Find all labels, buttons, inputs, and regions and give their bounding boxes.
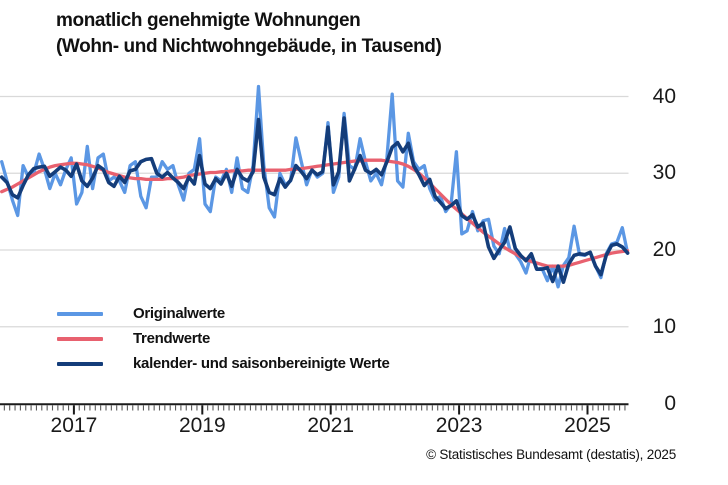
legend-item-originalwerte: Originalwerte [57,301,390,326]
x-axis-label-2019: 2019 [178,414,226,437]
chart-title: monatlich genehmigte Wohnungen (Wohn- un… [56,8,442,60]
x-axis-label-2021: 2021 [307,414,355,437]
legend-label-trendwerte: Trendwerte [133,330,211,347]
x-axis-ticks [3,405,626,415]
legend-item-saisonbereinigt: kalender- und saisonbereinigte Werte [57,351,390,376]
legend-swatch-saisonbereinigt-icon [57,361,103,366]
y-axis-label-10: 10 [652,314,676,338]
y-axis-label-0: 0 [664,391,676,415]
legend: Originalwerte Trendwerte kalender- und s… [57,301,390,376]
legend-item-trendwerte: Trendwerte [57,326,390,351]
y-axis-label-20: 20 [652,238,676,261]
legend-swatch-trendwerte-icon [57,336,103,341]
legend-label-saisonbereinigt: kalender- und saisonbereinigte Werte [133,355,390,372]
legend-swatch-originalwerte-icon [57,311,103,316]
x-axis-label-2023: 2023 [435,414,483,437]
series-line-saisonbereinigt [0,116,630,285]
y-axis-label-30: 30 [652,161,676,185]
y-axis-label-40: 40 [652,84,676,108]
copyright-note: © Statistisches Bundesamt (destatis), 20… [426,447,676,462]
x-axis-label-2025: 2025 [564,414,611,437]
chart-title-line1: monatlich genehmigte Wohnungen [56,10,361,31]
legend-label-originalwerte: Originalwerte [133,305,225,322]
chart-title-line2: (Wohn- und Nichtwohngebäude, in Tausend) [56,36,442,57]
x-axis-label-2017: 2017 [50,414,98,437]
